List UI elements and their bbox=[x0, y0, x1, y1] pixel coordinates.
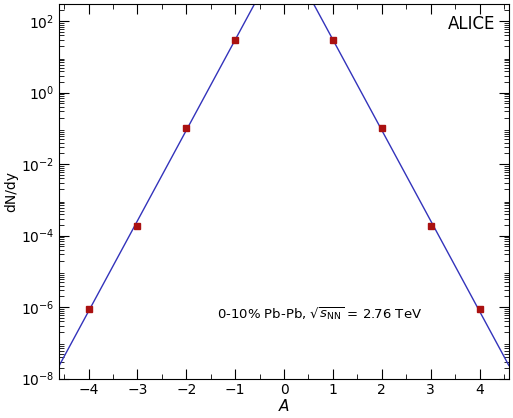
X-axis label: A: A bbox=[279, 399, 289, 414]
Text: ALICE: ALICE bbox=[448, 15, 496, 33]
Y-axis label: dN/dy: dN/dy bbox=[4, 171, 18, 212]
Text: 0-10% Pb-Pb, $\sqrt{s_{\mathrm{NN}}}$ = 2.76 TeV: 0-10% Pb-Pb, $\sqrt{s_{\mathrm{NN}}}$ = … bbox=[216, 306, 422, 324]
